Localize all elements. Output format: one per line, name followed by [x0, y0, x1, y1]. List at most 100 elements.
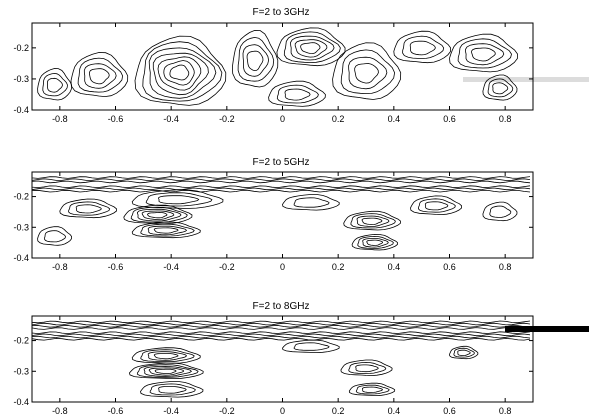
contour-line	[131, 221, 201, 239]
x-tick-label: -0.4	[163, 114, 179, 124]
contour-line	[276, 84, 319, 104]
contour-line	[492, 82, 509, 95]
subplot-panel-3: F=2 to 8GHz -0.8 -0.6 -0.4 -0.2 0 0.2 0.4 0.6 0.…	[13, 301, 534, 414]
x-tick-label: 0.2	[332, 262, 345, 272]
right-edge-black-bar	[505, 326, 589, 332]
contour-line	[402, 35, 445, 60]
y-tick-label: -0.4	[13, 105, 29, 115]
contour-band-line	[32, 187, 531, 191]
contour-line	[46, 77, 63, 93]
contour-line	[131, 347, 201, 364]
contour-line	[77, 57, 124, 93]
y-tick-label: -0.2	[13, 336, 29, 346]
contour-line	[143, 365, 193, 377]
contour-line	[147, 225, 188, 236]
y-tick-label: -0.3	[13, 74, 29, 84]
contour-band-line	[32, 185, 531, 189]
x-tick-label: -0.8	[52, 406, 68, 414]
x-tick-label: 0.8	[499, 114, 512, 124]
x-tick-label: -0.2	[219, 114, 235, 124]
contour-line	[357, 235, 394, 249]
contour-line	[130, 206, 188, 223]
contour-line	[153, 353, 179, 360]
x-tick-label: 0.2	[332, 406, 345, 414]
contour-line	[355, 384, 390, 395]
contour-line	[123, 204, 193, 225]
contour-line	[157, 56, 202, 91]
contour-line	[154, 368, 177, 374]
contour-line	[158, 195, 200, 205]
contour-line	[355, 364, 379, 373]
contour-line	[449, 345, 479, 360]
subplot-title: F=2 to 8GHz	[253, 301, 310, 312]
x-tick-label: -0.4	[163, 262, 179, 272]
contour-line	[457, 38, 512, 69]
contour-line	[449, 33, 519, 73]
subplot-panel-2: F=2 to 5GHz -0.8 -0.6 -0.4 -0.2 0 0.2 0.4 0.6 0.…	[13, 157, 534, 272]
contour-line	[356, 215, 390, 227]
contour-band-line	[32, 189, 531, 193]
contour-line	[158, 386, 187, 394]
y-tick-label: -0.2	[13, 192, 29, 202]
contour-line	[141, 210, 175, 220]
contour-lines	[32, 176, 531, 251]
contour-line	[148, 47, 217, 99]
x-tick-label: 0.8	[499, 406, 512, 414]
contour-band-line	[32, 176, 531, 179]
contour-line	[136, 364, 199, 378]
x-tick-label: -0.6	[108, 262, 124, 272]
contour-line	[293, 197, 330, 208]
y-tick-label: -0.3	[13, 222, 29, 232]
x-tick-label: 0	[280, 114, 285, 124]
contour-line	[410, 195, 463, 216]
contour-line	[134, 35, 227, 106]
contour-band-line	[32, 325, 531, 328]
contour-line	[482, 201, 518, 222]
contour-line	[343, 210, 401, 231]
x-tick-label: 0	[280, 406, 285, 414]
contour-line	[142, 41, 223, 102]
contour-line	[149, 383, 196, 396]
contour-line	[340, 359, 393, 377]
contour-band-line	[32, 333, 531, 337]
contour-line	[83, 63, 117, 89]
axes-ticks: -0.8 -0.6 -0.4 -0.2 0 0.2 0.4 0.6 0.8 -0.2 -0.3 -0.…	[13, 316, 533, 414]
contour-line	[361, 217, 383, 226]
contour-line	[152, 52, 209, 96]
x-tick-label: 0	[280, 262, 285, 272]
contour-line	[37, 68, 73, 101]
contour-line	[471, 47, 496, 62]
contour-line	[354, 63, 379, 84]
contour-line	[348, 56, 388, 90]
contour-line	[300, 42, 321, 55]
contour-line	[169, 64, 190, 81]
x-tick-label: -0.2	[219, 262, 235, 272]
x-tick-label: 0.6	[443, 262, 456, 272]
contour-line	[284, 88, 311, 101]
contour-line	[482, 74, 518, 101]
contour-line	[70, 52, 129, 98]
contour-line	[147, 351, 188, 361]
x-tick-label: 0.4	[388, 406, 401, 414]
contour-line	[453, 347, 475, 358]
contour-line	[290, 35, 335, 61]
contour-line	[293, 342, 330, 351]
axes-ticks: -0.8 -0.6 -0.4 -0.2 0 0.2 0.4 0.6 0.8 -0.2 -0.3 -0.…	[13, 23, 533, 124]
contour-line	[68, 201, 111, 216]
contour-lines	[32, 320, 531, 398]
x-tick-label: -0.6	[108, 114, 124, 124]
contour-line	[457, 349, 471, 356]
x-tick-label: -0.8	[52, 262, 68, 272]
contour-line	[246, 50, 264, 72]
subplot-panel-1: F=2 to 3GHz -0.8 -0.6 -0.4 -0.2 0 0.2 0.4 0.6 0.…	[13, 7, 534, 124]
contour-band-line	[32, 331, 531, 335]
contour-line	[366, 239, 384, 246]
contour-line	[140, 381, 204, 398]
contour-line	[136, 208, 182, 222]
contour-line	[147, 211, 168, 219]
contour-line	[276, 27, 346, 67]
contour-band-line	[32, 322, 531, 326]
subplot-title: F=2 to 5GHz	[253, 157, 310, 168]
contour-line	[350, 213, 396, 229]
x-tick-label: 0.4	[388, 114, 401, 124]
